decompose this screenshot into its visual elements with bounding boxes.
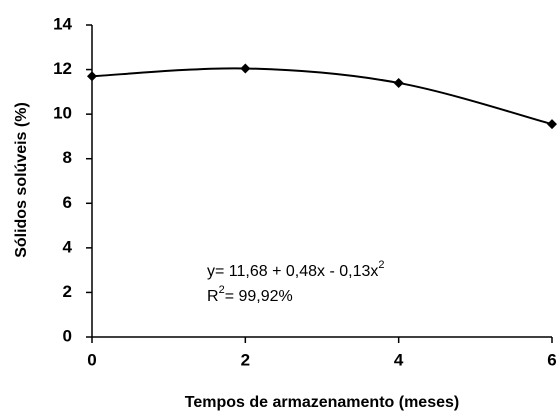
x-tick-label: 6	[547, 350, 556, 369]
annotation-text: = 99,92%	[225, 288, 293, 305]
line	[91, 67, 553, 126]
marker	[87, 71, 97, 82]
y-tick-label: 4	[63, 237, 73, 256]
y-tick-label: 8	[63, 148, 72, 167]
annotation-text: R	[207, 288, 219, 305]
y-tick-label: 6	[63, 193, 72, 212]
x-tick-label: 4	[394, 350, 404, 369]
x-tick-label: 0	[87, 350, 96, 369]
marker	[547, 119, 557, 130]
y-tick-label: 2	[63, 282, 72, 301]
y-tick-label: 12	[53, 59, 72, 78]
marker	[393, 77, 404, 88]
superscript: 2	[219, 284, 225, 296]
superscript: 2	[378, 259, 384, 271]
x-tick-label: 2	[241, 350, 250, 369]
y-tick-label: 0	[63, 326, 72, 345]
annotation-text: y= 11,68 + 0,48x - 0,13x	[207, 263, 378, 280]
marker	[240, 63, 251, 74]
y-tick-label: 10	[53, 104, 72, 123]
y-axis-title: Sólidos solúveis (%)	[13, 102, 30, 258]
annotation: R2= 99,92%	[207, 284, 293, 305]
x-axis-title: Tempos de armazenamento (meses)	[185, 394, 459, 411]
y-tick-label: 14	[53, 14, 72, 33]
annotation: y= 11,68 + 0,48x - 0,13x2	[207, 259, 385, 280]
